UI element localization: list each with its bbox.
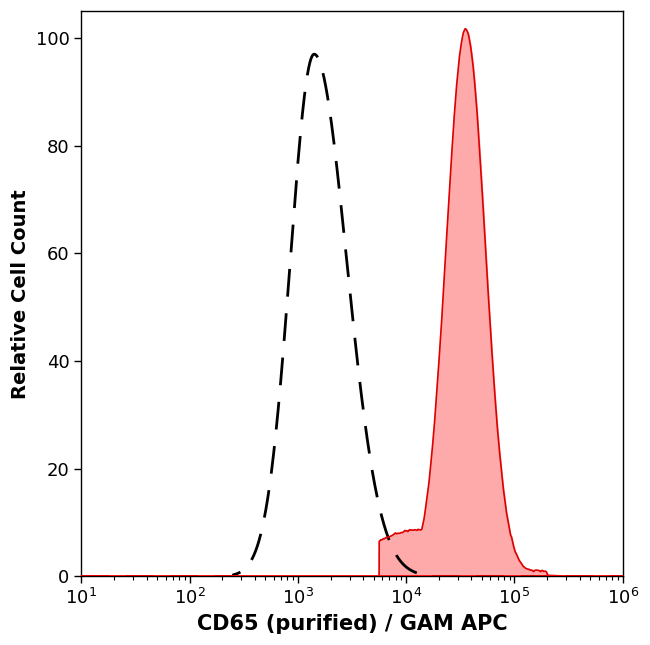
Y-axis label: Relative Cell Count: Relative Cell Count [11, 189, 30, 399]
X-axis label: CD65 (purified) / GAM APC: CD65 (purified) / GAM APC [197, 614, 508, 634]
